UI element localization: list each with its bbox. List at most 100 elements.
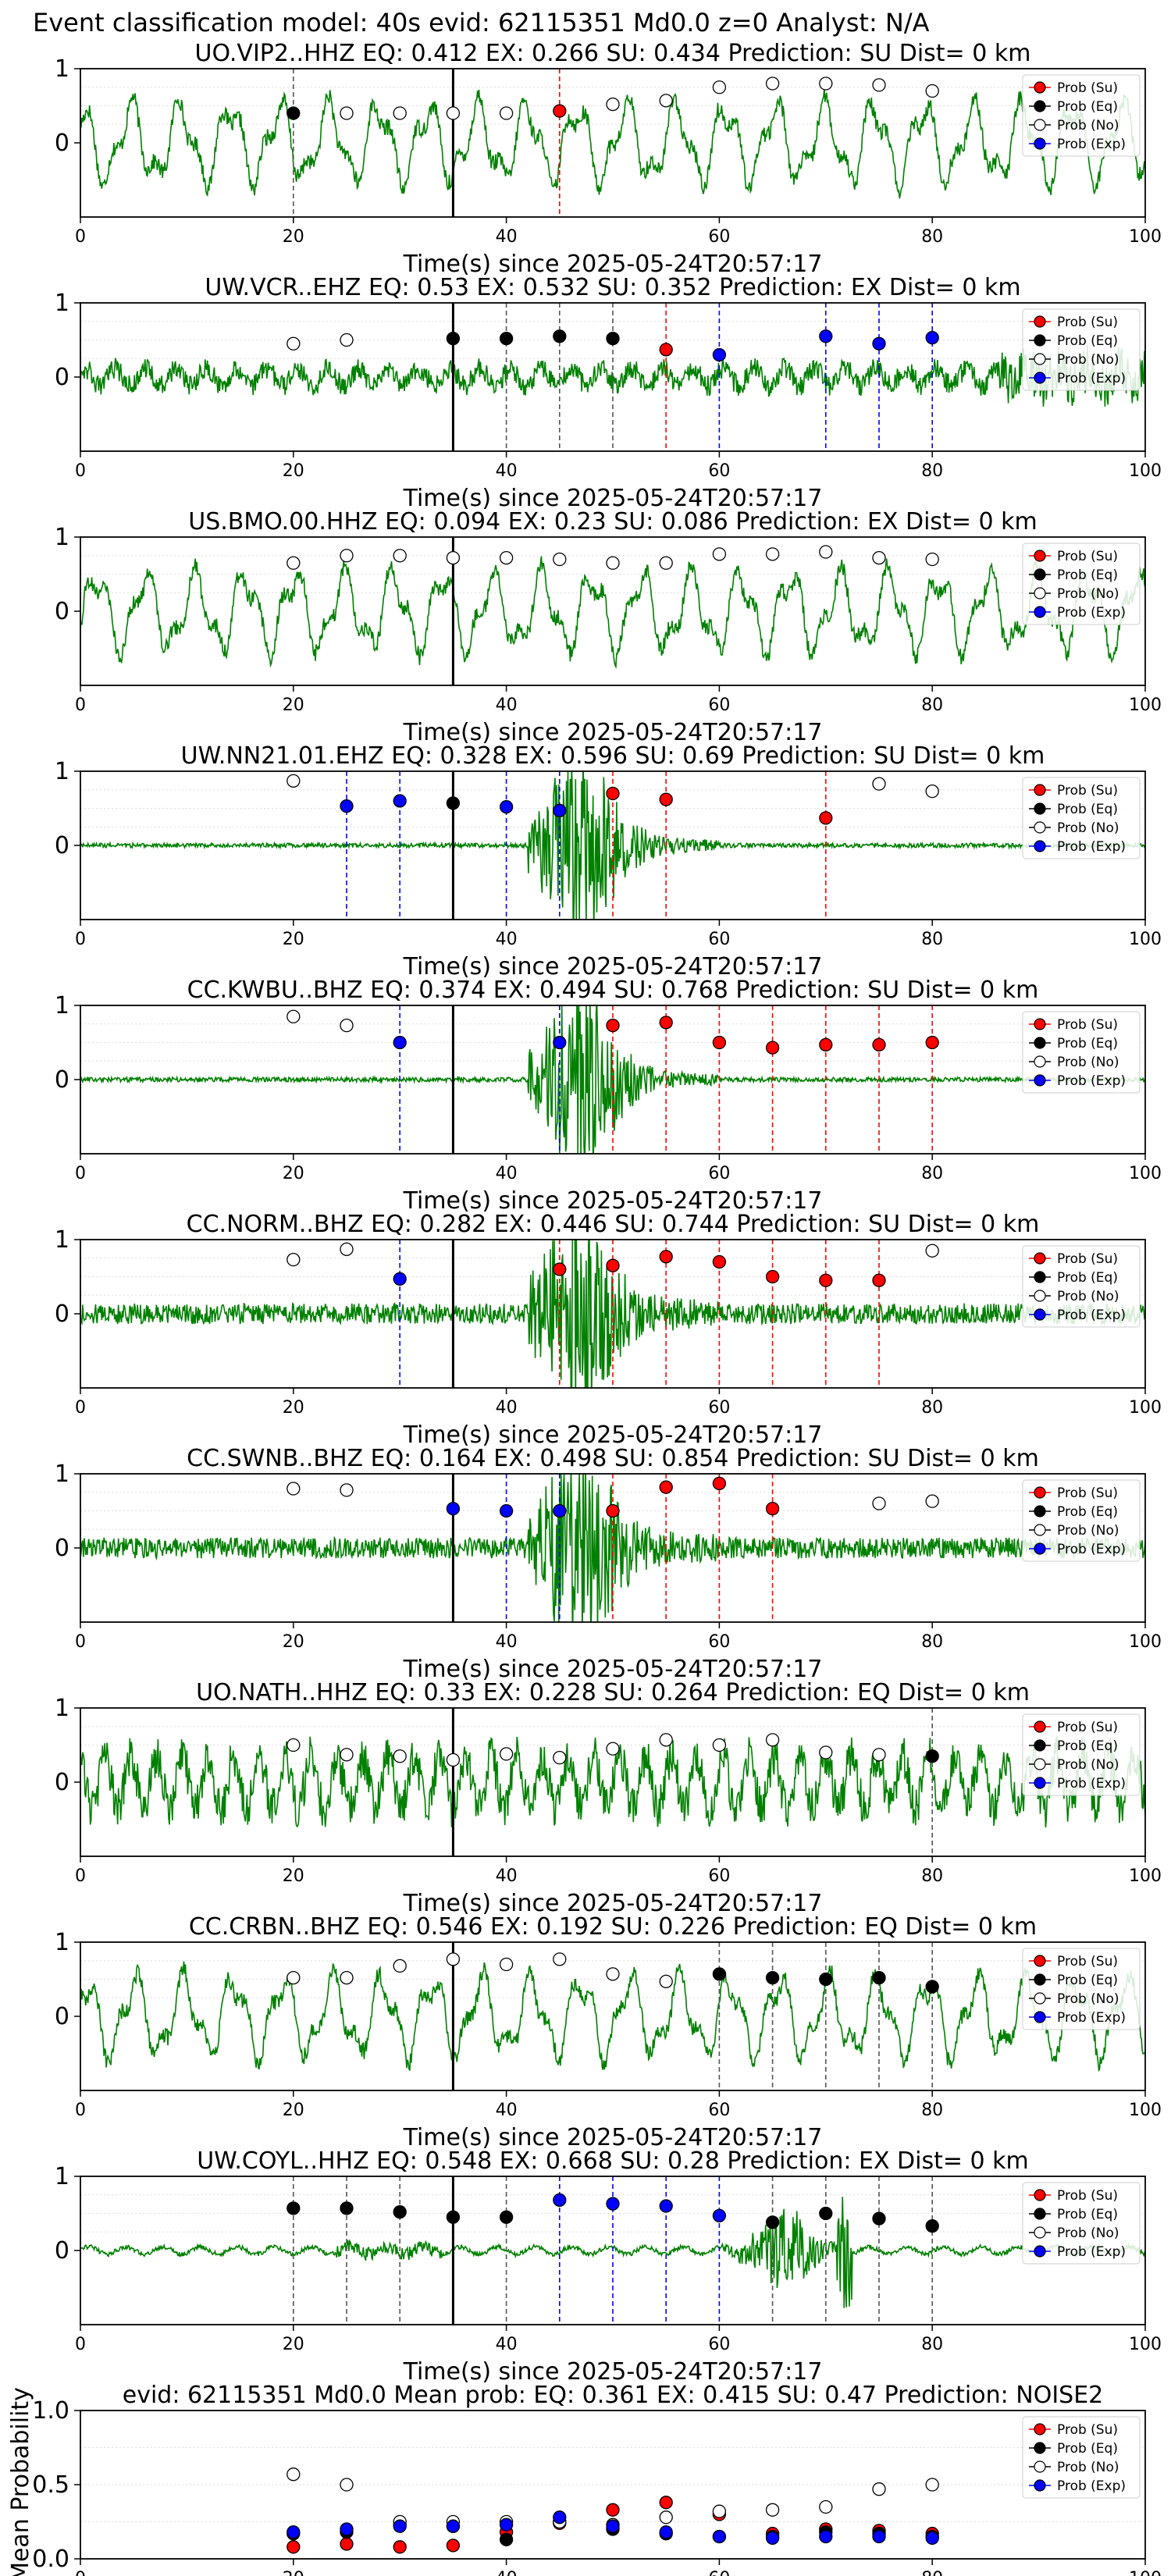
x-tick-label: 80: [921, 2335, 943, 2354]
legend-marker-no: [1034, 1524, 1046, 1536]
mean-marker-no: [712, 2504, 727, 2518]
prob-marker-eq: [925, 1980, 939, 1994]
prob-marker-eq: [712, 1967, 727, 1981]
y-tick-label: 1: [55, 758, 69, 785]
mean-marker-no: [819, 2500, 833, 2514]
prob-marker-exp: [712, 347, 727, 362]
legend-label: Prob (Su): [1057, 1251, 1118, 1267]
y-tick-label: 1.0: [32, 2397, 69, 2425]
x-tick-label: 20: [283, 2335, 304, 2354]
waveform-trace: [80, 1735, 1145, 1828]
prob-marker-no: [872, 777, 886, 791]
prob-marker-no: [287, 1482, 301, 1496]
prob-marker-no: [446, 106, 461, 120]
prob-marker-eq: [606, 331, 620, 346]
x-tick-label: 80: [921, 2569, 943, 2576]
legend-marker-su: [1034, 1018, 1046, 1030]
legend-box: [1022, 1479, 1141, 1562]
legend-marker-exp: [1034, 2479, 1046, 2492]
legend-marker-exp: [1034, 1308, 1046, 1321]
y-tick-label: 0: [55, 2003, 69, 2030]
legend-label: Prob (Exp): [1057, 605, 1126, 621]
prob-marker-eq: [765, 1970, 780, 1985]
prob-marker-no: [287, 774, 301, 788]
prob-marker-su: [765, 1041, 780, 1055]
waveform-trace: [80, 556, 1145, 670]
prob-marker-eq: [872, 2211, 886, 2226]
x-tick-label: 40: [496, 227, 518, 247]
panel-title: UW.NN21.01.EHZ EQ: 0.328 EX: 0.596 SU: 0…: [181, 742, 1045, 770]
prob-marker-su: [765, 1269, 780, 1284]
legend-marker-no: [1034, 587, 1046, 600]
legend-marker-su: [1034, 1486, 1046, 1499]
x-axis-label: Time(s) since 2025-05-24T20:57:17: [403, 2358, 823, 2386]
prob-marker-su: [712, 1035, 727, 1050]
prob-marker-su: [819, 1273, 833, 1287]
legend-label: Prob (No): [1057, 2460, 1119, 2475]
legend-label: Prob (Su): [1057, 1720, 1118, 1735]
prob-marker-su: [553, 104, 567, 118]
x-tick-label: 100: [1129, 461, 1162, 481]
prob-marker-no: [659, 1974, 673, 1989]
prob-marker-no: [340, 1242, 354, 1256]
prob-marker-no: [340, 1748, 354, 1762]
prob-marker-no: [712, 547, 727, 561]
legend-label: Prob (Exp): [1057, 839, 1126, 855]
legend-label: Prob (No): [1057, 2226, 1119, 2241]
y-tick-label: 0: [55, 1769, 69, 1796]
prob-marker-no: [393, 549, 407, 563]
x-tick-label: 40: [496, 2101, 518, 2120]
x-tick-label: 100: [1129, 2101, 1162, 2120]
prob-marker-exp: [712, 2208, 727, 2223]
prob-marker-exp: [393, 794, 407, 808]
y-tick-label: 0.0: [32, 2546, 69, 2573]
prob-marker-no: [287, 1009, 301, 1023]
x-tick-label: 20: [283, 227, 304, 247]
mean-marker-exp: [446, 2519, 461, 2533]
legend-label: Prob (No): [1057, 1757, 1119, 1773]
prob-marker-no: [712, 80, 727, 94]
prob-marker-no: [287, 336, 301, 350]
prob-marker-no: [553, 1952, 567, 1966]
prob-marker-su: [712, 1476, 727, 1490]
prob-marker-eq: [446, 331, 461, 346]
x-tick-label: 60: [708, 1632, 730, 1652]
prob-marker-su: [659, 1016, 673, 1030]
x-tick-label: 0: [75, 227, 86, 247]
x-tick-label: 40: [496, 696, 518, 715]
legend-label: Prob (Eq): [1057, 333, 1118, 349]
x-tick-label: 100: [1129, 696, 1162, 715]
y-tick-label: 0: [55, 364, 69, 391]
mean-marker-exp: [287, 2525, 301, 2539]
x-tick-label: 80: [921, 930, 943, 949]
legend-label: Prob (Su): [1057, 1017, 1118, 1033]
legend-label: Prob (Exp): [1057, 2010, 1126, 2026]
prob-marker-eq: [819, 1972, 833, 1987]
waveform-trace: [80, 1005, 1145, 1154]
y-tick-label: 1: [55, 992, 69, 1019]
prob-marker-no: [553, 1750, 567, 1765]
x-tick-label: 40: [496, 1866, 518, 1886]
panel-title: evid: 62115351 Md0.0 Mean prob: EQ: 0.36…: [123, 2382, 1104, 2409]
x-tick-label: 40: [496, 1398, 518, 1418]
prob-marker-exp: [446, 1502, 461, 1516]
x-tick-label: 80: [921, 2101, 943, 2120]
prob-marker-no: [287, 1253, 301, 1267]
prob-marker-no: [393, 106, 407, 120]
legend-box: [1022, 2182, 1141, 2265]
legend-label: Prob (Su): [1057, 1485, 1118, 1501]
legend-marker-exp: [1034, 1542, 1046, 1555]
mean-marker-su: [393, 2540, 407, 2554]
prob-marker-no: [606, 1967, 620, 1981]
prob-marker-no: [765, 547, 780, 561]
y-tick-label: 0.5: [32, 2471, 69, 2499]
x-tick-label: 40: [496, 2335, 518, 2354]
legend-box: [1022, 1713, 1141, 1796]
x-axis-label: Time(s) since 2025-05-24T20:57:17: [403, 1656, 823, 1683]
prob-marker-eq: [819, 2206, 833, 2221]
legend-label: Prob (Exp): [1057, 1776, 1126, 1791]
mean-marker-exp: [819, 2529, 833, 2544]
x-tick-label: 20: [283, 930, 304, 949]
panel-title: UW.COYL..HHZ EQ: 0.548 EX: 0.668 SU: 0.2…: [197, 2147, 1029, 2175]
prob-marker-no: [499, 550, 514, 565]
